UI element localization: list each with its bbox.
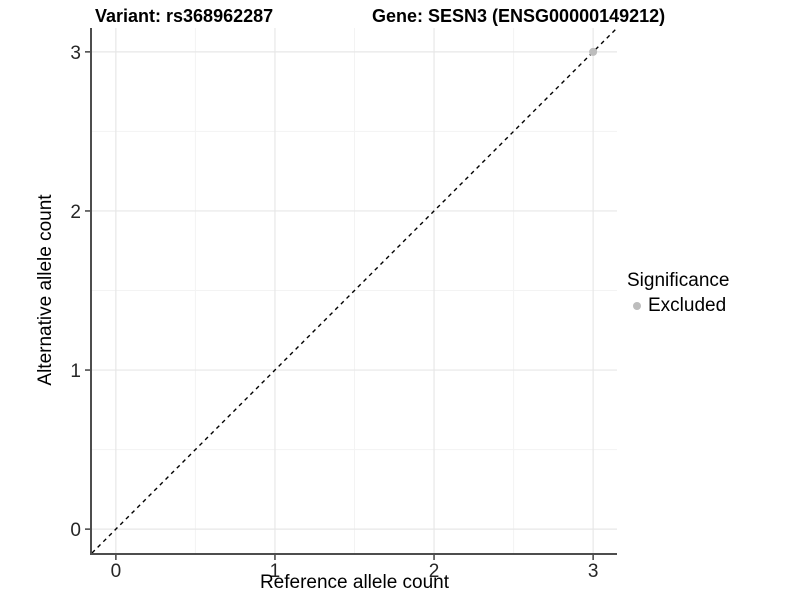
y-axis-title: Alternative allele count [35,194,56,386]
plot-title-gene: Gene: SESN3 (ENSG00000149212) [372,6,666,26]
y-tick-label: 0 [70,520,81,541]
excluded-marker-icon [633,302,641,310]
x-tick-label: 0 [111,561,122,582]
x-tick-label: 1 [270,561,281,582]
x-tick-label: 3 [588,561,599,582]
x-axis-title: Reference allele count [259,572,450,593]
x-tick-label: 2 [429,561,440,582]
data-point-excluded [589,47,598,56]
legend-title: Significance [627,270,730,291]
plot-title-variant: Variant: rs368962287 [95,6,274,26]
identity-dashed-line [91,27,618,554]
legend-entry-excluded: Excluded [627,295,729,317]
y-tick-label: 2 [70,202,81,223]
y-tick-label: 1 [70,361,81,382]
legend: Significance Excluded [627,270,729,317]
y-tick-label: 3 [70,43,81,64]
legend-entry-label: Excluded [648,295,727,316]
